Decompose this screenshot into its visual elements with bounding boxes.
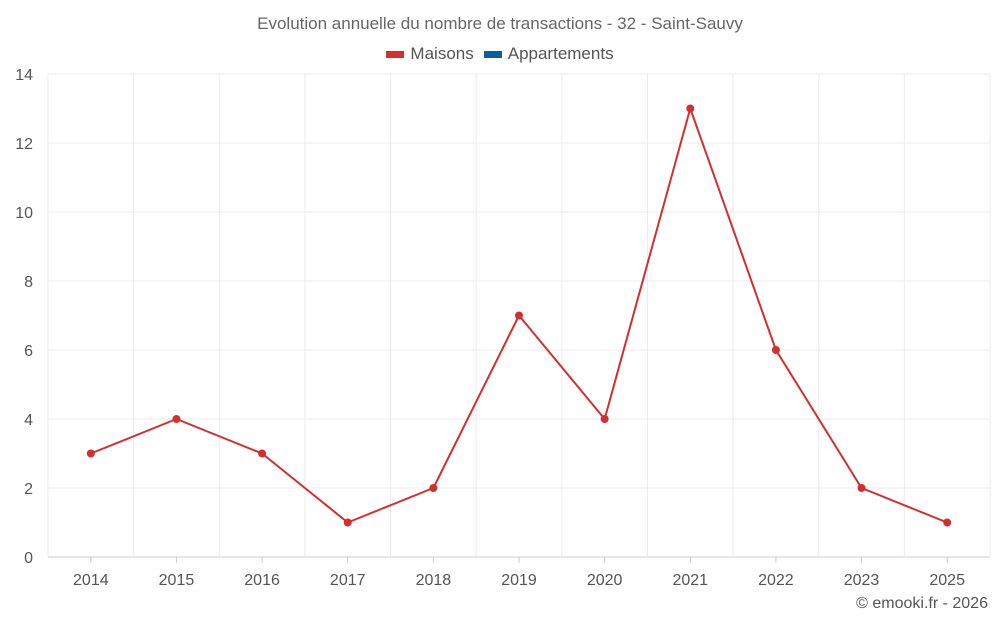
x-tick-label: 2023 — [844, 572, 880, 589]
legend-label-maisons: Maisons — [410, 44, 474, 63]
data-point — [258, 449, 267, 458]
data-point — [943, 518, 952, 527]
series — [86, 104, 952, 527]
grid — [47, 73, 991, 558]
x-tick-label: 2015 — [159, 572, 195, 589]
y-tick-label: 8 — [24, 274, 33, 291]
data-point — [857, 484, 866, 492]
legend-swatch-appartements — [483, 50, 502, 58]
x-tick-label: 2021 — [672, 572, 708, 589]
data-point — [172, 415, 181, 423]
legend: Maisons Appartements — [0, 44, 1000, 64]
axes: 0 2 4 6 8 10 12 14 2014 2015 2016 2017 2018 2019 2020 2… — [15, 67, 965, 589]
y-tick-label: 6 — [24, 343, 33, 360]
x-tick-label: 2025 — [929, 572, 965, 589]
data-point — [429, 484, 438, 492]
y-tick-label: 14 — [15, 67, 33, 84]
data-point — [686, 104, 695, 113]
legend-item-appartements[interactable]: Appartements — [483, 44, 614, 64]
x-tick-label: 2017 — [330, 572, 366, 589]
data-point — [600, 415, 609, 423]
x-tick-label: 2020 — [587, 572, 623, 589]
legend-label-appartements: Appartements — [507, 44, 614, 63]
y-tick-label: 2 — [24, 481, 33, 498]
x-tick-label: 2014 — [73, 572, 109, 589]
credit-text: © emooki.fr - 2026 — [856, 595, 988, 612]
y-tick-label: 0 — [24, 550, 33, 567]
x-tick-label: 2016 — [244, 572, 280, 589]
legend-item-maisons[interactable]: Maisons — [386, 44, 474, 64]
data-point — [771, 346, 780, 354]
data-point — [515, 311, 523, 320]
x-tick-label: 2022 — [758, 572, 794, 589]
data-point — [86, 449, 95, 458]
x-tick-label: 2018 — [416, 572, 452, 589]
data-point — [343, 518, 352, 527]
legend-swatch-maisons — [386, 50, 405, 58]
y-tick-label: 4 — [24, 412, 33, 429]
y-tick-label: 10 — [15, 205, 33, 222]
x-tick-label: 2019 — [501, 572, 537, 589]
y-tick-label: 12 — [15, 136, 33, 153]
chart-title: Evolution annuelle du nombre de transact… — [257, 14, 743, 33]
